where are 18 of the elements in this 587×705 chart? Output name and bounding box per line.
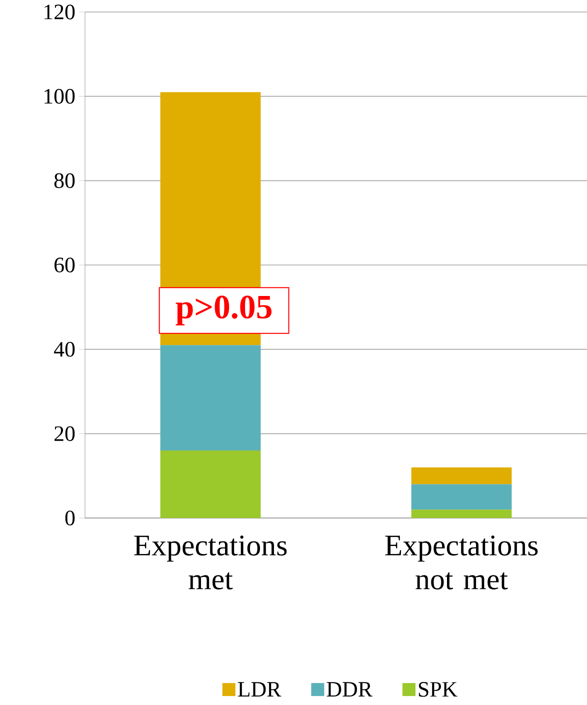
annotation: p>0.05 bbox=[176, 296, 272, 326]
bar bbox=[411, 467, 512, 484]
x-tick-label: Expectations met bbox=[134, 536, 287, 590]
legend-label: DDR bbox=[326, 682, 372, 697]
y-tick-label: 40 bbox=[54, 342, 75, 357]
y-tick-label: 0 bbox=[65, 510, 75, 526]
bar bbox=[160, 345, 261, 451]
y-tick-label: 120 bbox=[44, 4, 75, 20]
bar bbox=[411, 484, 512, 510]
y-tick-label: 100 bbox=[44, 88, 75, 104]
y-tick-label: 60 bbox=[54, 258, 75, 272]
x-tick-label: Expectations not met bbox=[385, 536, 538, 590]
legend-label: LDR bbox=[238, 682, 282, 697]
y-tick-label: 80 bbox=[54, 173, 75, 188]
legend-label: SPK bbox=[418, 682, 458, 697]
y-tick-label: 20 bbox=[54, 426, 75, 442]
bar bbox=[160, 450, 261, 518]
bar bbox=[411, 510, 512, 518]
